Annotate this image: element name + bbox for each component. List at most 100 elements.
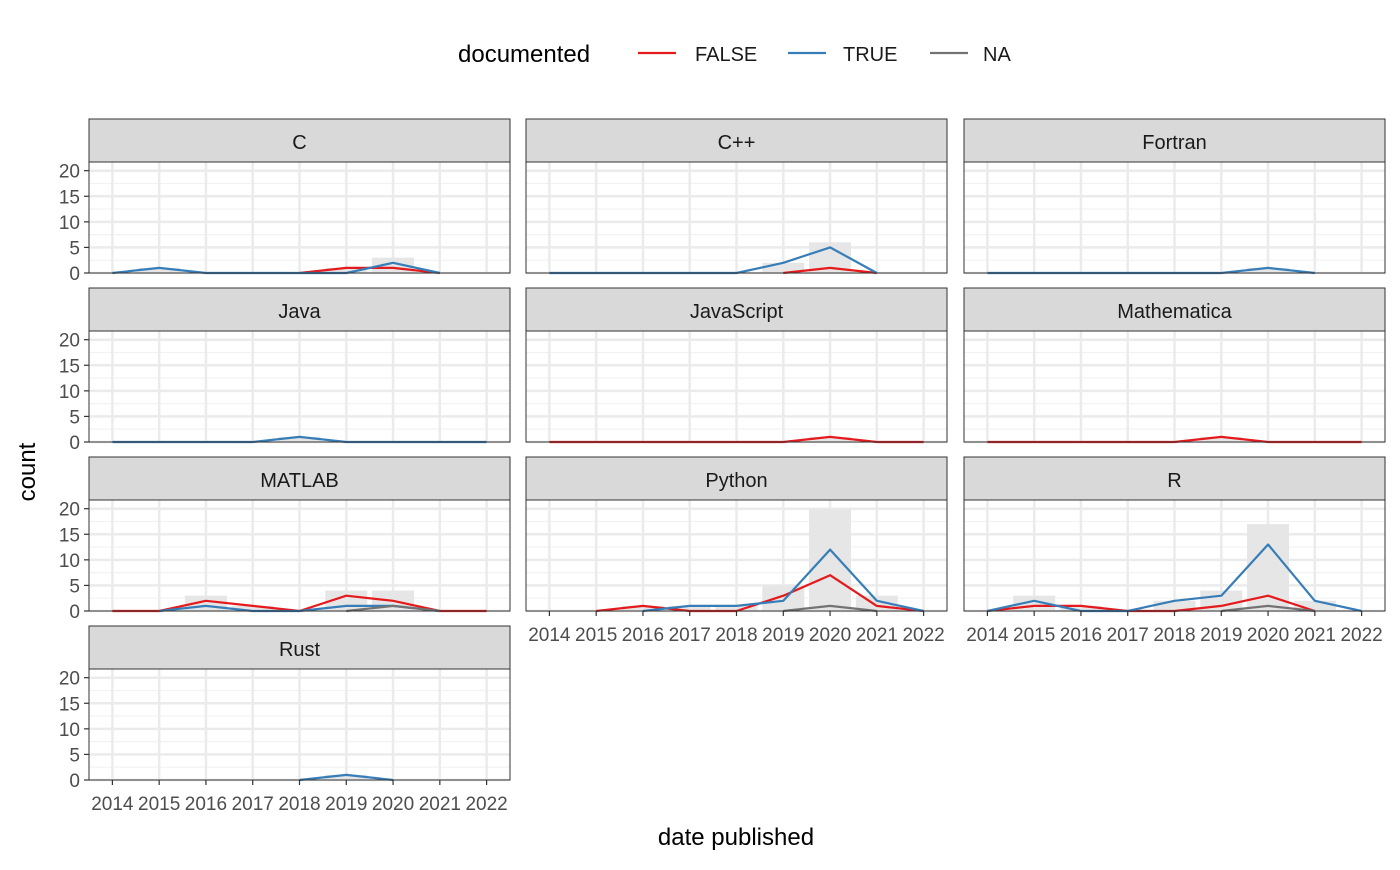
x-tick-label: 2020 — [809, 625, 851, 646]
x-tick-label: 2015 — [1013, 625, 1055, 646]
total-bar — [715, 605, 758, 611]
facet-strip — [525, 118, 948, 163]
y-tick-label: 10 — [59, 720, 80, 741]
facet-strip — [963, 287, 1386, 332]
facet-panel-c: C 0 5 10 15 20 — [59, 118, 511, 285]
gridlines — [964, 331, 1385, 444]
x-tick-label: 2014 — [528, 625, 571, 646]
facet-panel-r: R 2014 2015 2016 2017 2018 2019 2020 2021 2022 — [963, 456, 1386, 646]
facet-strip-label: R — [1167, 470, 1181, 492]
total-bars — [325, 774, 368, 780]
x-tick-label: 2022 — [902, 625, 944, 646]
panel-border — [88, 499, 511, 612]
total-bar — [325, 267, 368, 273]
y-tick-label: 5 — [69, 576, 80, 597]
facet-strip — [525, 456, 948, 501]
series-line-false — [783, 266, 877, 275]
x-tick-label: 2018 — [715, 625, 757, 646]
x-tick-label: 2016 — [622, 625, 664, 646]
y-tick-label: 15 — [59, 356, 80, 377]
legend-title: documented — [458, 41, 590, 68]
x-tick-label: 2014 — [966, 625, 1009, 646]
panel-border — [88, 161, 511, 274]
facet-strip-label: Mathematica — [1117, 301, 1232, 323]
total-bars — [1200, 436, 1243, 442]
facet-strip-label: Python — [705, 470, 767, 492]
total-bar — [325, 774, 368, 780]
x-tick-label: 2021 — [856, 625, 898, 646]
x-tick-label: 2015 — [138, 794, 180, 815]
x-tick-label: 2021 — [1294, 625, 1336, 646]
y-tick-label: 0 — [69, 433, 80, 454]
total-bar — [621, 605, 664, 611]
series-line-na — [346, 604, 440, 613]
panel-border — [963, 330, 1386, 443]
y-tick-label: 15 — [59, 525, 80, 546]
facet-panel-mathematica: Mathematica — [963, 287, 1386, 444]
x-axis-title: date published — [658, 824, 814, 851]
y-axis: 0 5 10 15 20 — [59, 331, 89, 454]
total-bar — [1153, 600, 1196, 611]
y-tick-label: 0 — [69, 602, 80, 623]
series-line-true — [987, 543, 1362, 613]
facet-strip-label: MATLAB — [260, 470, 339, 492]
x-tick-label: 2020 — [1247, 625, 1289, 646]
panel-border — [525, 330, 948, 443]
panel-border — [525, 161, 948, 274]
panel-border — [963, 161, 1386, 274]
x-tick-label: 2022 — [1340, 625, 1382, 646]
facet-panel-cpp: C++ — [525, 118, 948, 275]
facet-strip-label: JavaScript — [690, 301, 784, 323]
total-bar — [762, 262, 805, 273]
facet-strip-label: Java — [278, 301, 321, 323]
facet-panel-fortran: Fortran — [963, 118, 1386, 275]
legend: documented FALSE TRUE NA — [458, 41, 1011, 68]
y-tick-label: 5 — [69, 238, 80, 259]
x-tick-label: 2015 — [575, 625, 617, 646]
x-tick-label: 2017 — [669, 625, 711, 646]
x-tick-label: 2019 — [325, 794, 367, 815]
total-bar — [809, 436, 852, 442]
total-bar — [231, 605, 274, 611]
facet-panel-javascript: JavaScript — [525, 287, 948, 444]
y-tick-label: 20 — [59, 500, 80, 521]
legend-label-true: TRUE — [843, 44, 897, 66]
total-bar — [278, 436, 321, 442]
y-tick-label: 15 — [59, 694, 80, 715]
facet-strip — [963, 118, 1386, 163]
x-tick-label: 2022 — [465, 794, 507, 815]
facet-strip-label: Rust — [279, 639, 321, 661]
y-tick-label: 15 — [59, 187, 80, 208]
facet-strip-label: Fortran — [1142, 132, 1206, 154]
x-tick-label: 2018 — [1153, 625, 1195, 646]
x-axis: 2014 2015 2016 2017 2018 2019 2020 2021 2022 — [91, 780, 508, 815]
y-axis: 0 5 10 15 20 — [59, 500, 89, 623]
x-tick-label: 2018 — [278, 794, 320, 815]
total-bar — [1293, 600, 1336, 611]
facet-strip — [525, 287, 948, 332]
total-bar — [809, 508, 852, 611]
x-tick-label: 2019 — [1200, 625, 1242, 646]
total-bars — [1247, 267, 1290, 273]
y-axis-title: count — [14, 442, 41, 501]
y-tick-label: 5 — [69, 407, 80, 428]
total-bars — [1013, 524, 1336, 611]
panel-border — [88, 330, 511, 443]
x-tick-label: 2019 — [762, 625, 804, 646]
x-tick-label: 2014 — [91, 794, 134, 815]
facet-strip-label: C — [292, 132, 306, 154]
x-tick-label: 2021 — [419, 794, 461, 815]
x-axis: 2014 2015 2016 2017 2018 2019 2020 2021 2022 — [966, 611, 1383, 646]
facet-strip — [88, 118, 511, 163]
total-bars — [809, 436, 852, 442]
facet-panel-python: Python 2014 2015 2016 2017 2018 2019 2020 2021 20… — [525, 456, 948, 646]
facet-strip-label: C++ — [718, 132, 756, 154]
total-bar — [138, 267, 181, 273]
total-bar — [668, 605, 711, 611]
facet-panels: C 0 5 10 15 20 C++ Fortran Java 0 5 10 15 20 JavaScrip… — [59, 118, 1386, 815]
y-tick-label: 10 — [59, 213, 80, 234]
y-tick-label: 5 — [69, 745, 80, 766]
y-tick-label: 20 — [59, 162, 80, 183]
